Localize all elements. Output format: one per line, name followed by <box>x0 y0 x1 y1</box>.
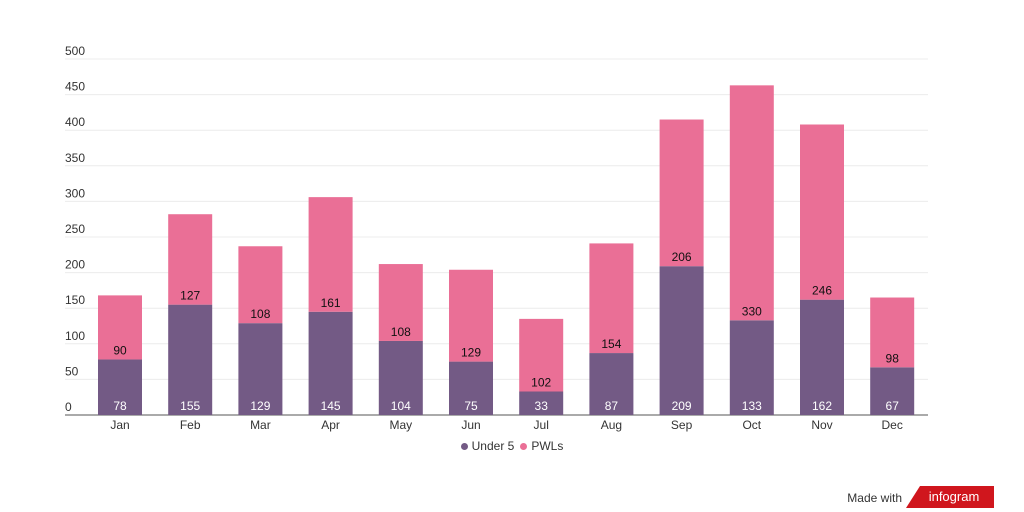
bar-pwls <box>238 246 283 324</box>
bar-under-5 <box>168 304 213 415</box>
bar-pwls <box>519 318 564 392</box>
x-tick-label: Jun <box>461 418 480 432</box>
data-label: 108 <box>391 325 411 339</box>
data-label: 330 <box>742 304 762 318</box>
data-label: 104 <box>391 399 411 413</box>
bar-under-5 <box>378 340 423 415</box>
data-label: 78 <box>113 399 127 413</box>
bar-pwls <box>589 243 634 354</box>
bar-under-5 <box>729 320 774 415</box>
bar-under-5 <box>238 323 283 415</box>
data-label: 87 <box>605 399 619 413</box>
data-label: 209 <box>672 399 692 413</box>
data-label: 133 <box>742 399 762 413</box>
y-tick-label: 500 <box>65 44 85 58</box>
legend-dot-icon <box>460 443 468 450</box>
bar-pwls <box>659 119 704 267</box>
y-tick-label: 100 <box>65 329 85 343</box>
legend-label: Under 5 <box>471 439 515 453</box>
made-with-text: Made with <box>847 491 902 505</box>
bar-pwls <box>98 295 142 360</box>
y-tick-label: 50 <box>65 364 79 378</box>
bar-under-5 <box>870 367 915 415</box>
bar-pwls <box>870 297 915 368</box>
x-tick-label: Mar <box>250 418 271 432</box>
data-label: 33 <box>535 399 549 413</box>
stacked-bar-chart: 0 50 100 150 200 250 300 350 400 450 500 78 90 Jan 155… <box>65 44 928 432</box>
bar-pwls <box>449 269 493 362</box>
x-tick-label: Sep <box>671 418 693 432</box>
bar-pwls <box>308 197 353 312</box>
data-label: 206 <box>672 250 692 264</box>
x-tick-label: Feb <box>180 418 201 432</box>
bar-under-5 <box>659 266 704 415</box>
bar-pwls <box>729 85 774 321</box>
y-tick-label: 300 <box>65 186 85 200</box>
legend-item[interactable]: Under 5 <box>460 439 515 453</box>
bar-under-5 <box>800 299 844 415</box>
y-tick-label: 450 <box>65 80 85 94</box>
bar-under-5 <box>308 311 353 415</box>
bar-pwls <box>378 264 423 341</box>
legend-dot-icon <box>520 443 528 450</box>
data-label: 102 <box>531 376 551 390</box>
y-tick-label: 150 <box>65 293 85 307</box>
data-label: 127 <box>180 289 200 303</box>
y-tick-label: 200 <box>65 258 85 272</box>
x-tick-label: Aug <box>601 418 622 432</box>
data-label: 155 <box>180 399 200 413</box>
x-tick-label: Nov <box>811 418 832 432</box>
data-label: 162 <box>812 399 832 413</box>
x-tick-label: Apr <box>321 418 340 432</box>
data-label: 90 <box>113 343 127 357</box>
legend-item[interactable]: PWLs <box>520 439 563 453</box>
data-label: 75 <box>464 399 478 413</box>
data-label: 145 <box>321 399 341 413</box>
x-tick-label: Jul <box>534 418 549 432</box>
data-label: 67 <box>886 399 900 413</box>
legend: Under 5 PWLs <box>0 439 1024 453</box>
y-tick-label: 0 <box>65 400 72 414</box>
y-tick-label: 400 <box>65 115 85 129</box>
x-tick-label: Dec <box>882 418 903 432</box>
bar-under-5 <box>519 391 564 415</box>
x-tick-label: May <box>389 418 412 432</box>
x-tick-label: Oct <box>742 418 761 432</box>
bar-under-5 <box>449 361 493 415</box>
legend-label: PWLs <box>531 439 564 453</box>
data-label: 154 <box>601 337 621 351</box>
bar-under-5 <box>589 353 634 415</box>
y-tick-label: 250 <box>65 222 85 236</box>
bar-pwls <box>168 214 213 305</box>
infogram-logo[interactable]: infogram <box>906 486 994 508</box>
x-tick-label: Jan <box>110 418 129 432</box>
data-label: 98 <box>886 351 900 365</box>
data-label: 246 <box>812 284 832 298</box>
data-label: 129 <box>461 346 481 360</box>
data-label: 108 <box>250 307 270 321</box>
data-label: 161 <box>321 296 341 310</box>
data-label: 129 <box>250 399 270 413</box>
y-tick-label: 350 <box>65 151 85 165</box>
bar-pwls <box>800 124 844 300</box>
bar-under-5 <box>98 359 142 415</box>
